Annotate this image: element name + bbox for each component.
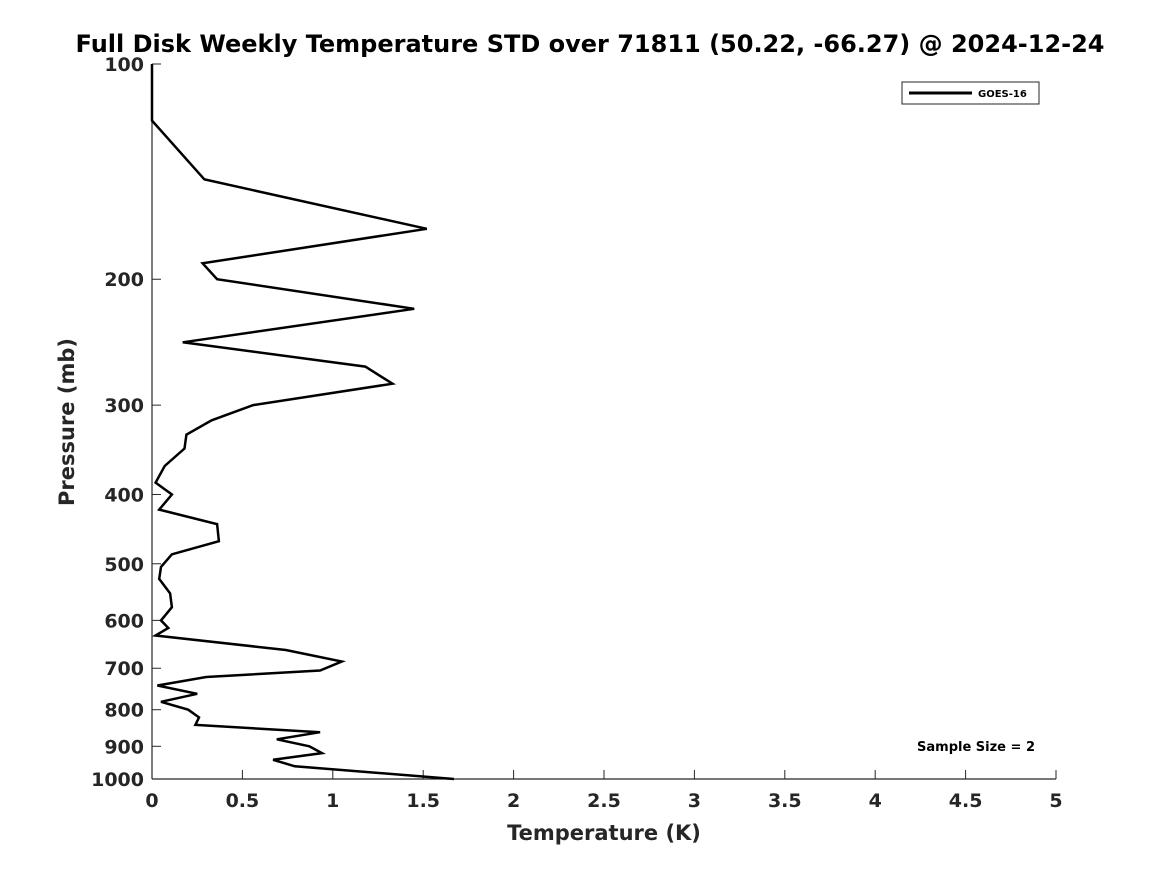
x-tick-label: 0 <box>145 790 158 812</box>
chart-title: Full Disk Weekly Temperature STD over 71… <box>76 30 1105 58</box>
y-tick-label: 700 <box>104 658 144 680</box>
series-group <box>150 64 454 781</box>
x-ticks: 0 0.5 1 1.5 2 2.5 3 3.5 4 4.5 5 <box>145 770 1063 812</box>
x-tick-label: 3.5 <box>768 790 802 812</box>
x-tick-label: 0.5 <box>226 790 260 812</box>
y-tick-label: 800 <box>104 700 144 722</box>
y-tick-label: 500 <box>104 554 144 576</box>
x-tick-label: 2 <box>507 790 520 812</box>
sample-size-annotation: Sample Size = 2 <box>917 740 1035 755</box>
x-axis-label: Temperature (K) <box>507 821 701 845</box>
y-tick-label: 200 <box>104 269 144 291</box>
y-tick-label: 900 <box>104 736 144 758</box>
legend: GOES-16 <box>901 81 1040 105</box>
y-tick-label: 600 <box>104 610 144 632</box>
x-tick-label: 4 <box>869 790 882 812</box>
x-tick-label: 1 <box>326 790 339 812</box>
y-tick-label: 300 <box>104 395 144 417</box>
x-tick-label: 3 <box>688 790 701 812</box>
y-tick-label: 1000 <box>91 769 144 791</box>
series-line-goes-16 <box>150 64 454 781</box>
x-tick-label: 2.5 <box>587 790 621 812</box>
legend-label-goes-16: GOES-16 <box>978 89 1027 100</box>
y-axis-label: Pressure (mb) <box>55 338 79 506</box>
x-tick-label: 1.5 <box>406 790 440 812</box>
x-tick-label: 4.5 <box>949 790 983 812</box>
y-ticks: 100 200 300 400 500 600 700 800 900 1000 <box>91 54 161 791</box>
x-tick-label: 5 <box>1049 790 1062 812</box>
y-tick-label: 100 <box>104 54 144 76</box>
y-tick-label: 400 <box>104 484 144 506</box>
